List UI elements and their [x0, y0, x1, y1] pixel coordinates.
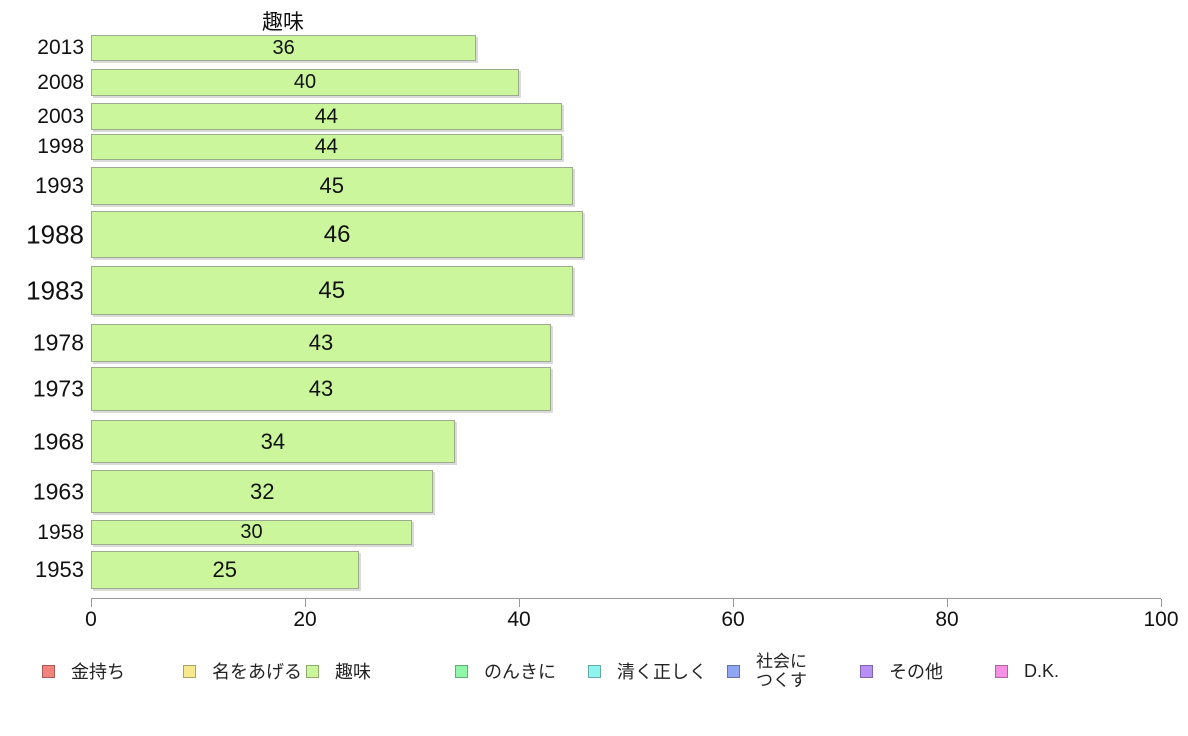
y-axis-label: 1973 [32, 375, 84, 402]
x-tick-label: 60 [721, 608, 745, 631]
legend-label: その他 [889, 662, 943, 682]
bar: 43 [91, 324, 552, 362]
bar-row: 2013 36 [37, 35, 1161, 61]
y-axis-label: 2003 [37, 104, 84, 128]
bar-row: 1973 43 [33, 367, 1161, 411]
legend-item: その他 [860, 642, 943, 700]
bar: 46 [91, 211, 584, 258]
plot-area: 2013 36 2008 40 2003 44 1998 44 1993 45 1988 46 1983… [26, 0, 1179, 631]
x-tick-label: 80 [935, 608, 959, 631]
bar-value-label: 43 [308, 376, 334, 401]
x-tick-label: 0 [85, 608, 97, 631]
y-axis-label: 1993 [35, 173, 84, 198]
bar-value-label: 30 [240, 521, 263, 543]
bar-row: 1963 32 [33, 470, 1161, 513]
bar-row: 1983 45 [26, 266, 1161, 315]
legend-item: 名をあげる [183, 642, 302, 700]
y-axis-label: 1963 [32, 478, 84, 504]
bar: 43 [91, 367, 552, 411]
bar: 34 [91, 420, 455, 463]
bar: 36 [91, 35, 477, 61]
bar: 25 [91, 551, 359, 589]
x-axis-line [91, 598, 1161, 599]
x-tick-label: 20 [293, 608, 317, 631]
bar-value-label: 46 [323, 220, 351, 248]
y-axis-label: 1953 [35, 557, 84, 582]
legend-label: 社会に つくす [756, 652, 807, 690]
legend-item: 社会に つくす [727, 642, 807, 700]
bar-row: 2008 40 [37, 69, 1161, 96]
legend-swatch-icon [183, 664, 196, 678]
legend-item: のんきに [455, 642, 556, 700]
legend-swatch-icon [588, 664, 601, 678]
bar-row: 1998 44 [37, 134, 1161, 160]
legend-label: 金持ち [71, 662, 125, 682]
x-tick [947, 599, 948, 607]
bar-row: 1988 46 [26, 211, 1161, 258]
bar: 44 [91, 103, 562, 130]
y-axis-label: 2008 [37, 70, 84, 94]
legend-swatch-icon [995, 664, 1008, 678]
x-tick-label: 100 [1143, 608, 1179, 631]
legend-label: 趣味 [335, 662, 371, 682]
bar-row: 1958 30 [37, 520, 1161, 545]
legend-swatch-icon [727, 664, 740, 678]
bar-row: 1968 34 [33, 420, 1161, 463]
bar-value-label: 25 [212, 557, 237, 582]
y-axis-label: 2013 [37, 36, 84, 59]
bar-row: 1993 45 [35, 167, 1161, 205]
y-axis-label: 1978 [32, 329, 84, 356]
bar-row: 2003 44 [37, 103, 1161, 130]
bar-value-label: 44 [314, 104, 339, 128]
x-tick [733, 599, 734, 607]
legend-item: 金持ち [42, 642, 125, 700]
bar-row: 1978 43 [33, 324, 1161, 362]
legend-label: D.K. [1024, 660, 1060, 681]
legend: 金持ち 名をあげる 趣味 のんきに 清く正しく 社会に つくす その他 D.K. [0, 642, 1188, 700]
bar: 45 [91, 167, 573, 205]
bar: 32 [91, 470, 434, 513]
bar-value-label: 34 [260, 428, 286, 454]
chart-title: 趣味 [262, 11, 304, 34]
bar-row: 1953 25 [35, 551, 1161, 589]
legend-swatch-icon [860, 664, 873, 678]
bar-value-label: 45 [318, 276, 346, 304]
x-tick-label: 40 [507, 608, 531, 631]
bar: 40 [91, 69, 519, 96]
bar: 30 [91, 520, 412, 545]
y-axis-label: 1988 [26, 219, 84, 249]
bar-value-label: 44 [314, 135, 339, 158]
legend-swatch-icon [306, 664, 319, 678]
x-tick [519, 599, 520, 607]
x-tick [91, 599, 92, 607]
bar-value-label: 45 [319, 173, 344, 198]
legend-item: 趣味 [306, 642, 371, 700]
y-axis-label: 1983 [26, 275, 84, 305]
y-axis-label: 1958 [37, 520, 84, 544]
y-axis-label: 1968 [32, 428, 84, 454]
legend-item: 清く正しく [588, 642, 707, 700]
x-tick [1161, 599, 1162, 607]
legend-label: のんきに [484, 662, 556, 682]
legend-label: 清く正しく [617, 662, 707, 682]
legend-swatch-icon [455, 664, 468, 678]
bar-value-label: 43 [308, 330, 334, 355]
bar: 44 [91, 134, 562, 160]
bar: 45 [91, 266, 573, 315]
y-axis-label: 1998 [37, 135, 84, 158]
bar-value-label: 36 [272, 36, 295, 59]
legend-label: 名をあげる [212, 662, 302, 682]
legend-swatch-icon [42, 664, 55, 678]
bar-value-label: 32 [249, 478, 275, 504]
x-tick [305, 599, 306, 607]
legend-item: D.K. [995, 642, 1059, 700]
bar-value-label: 40 [293, 71, 317, 93]
